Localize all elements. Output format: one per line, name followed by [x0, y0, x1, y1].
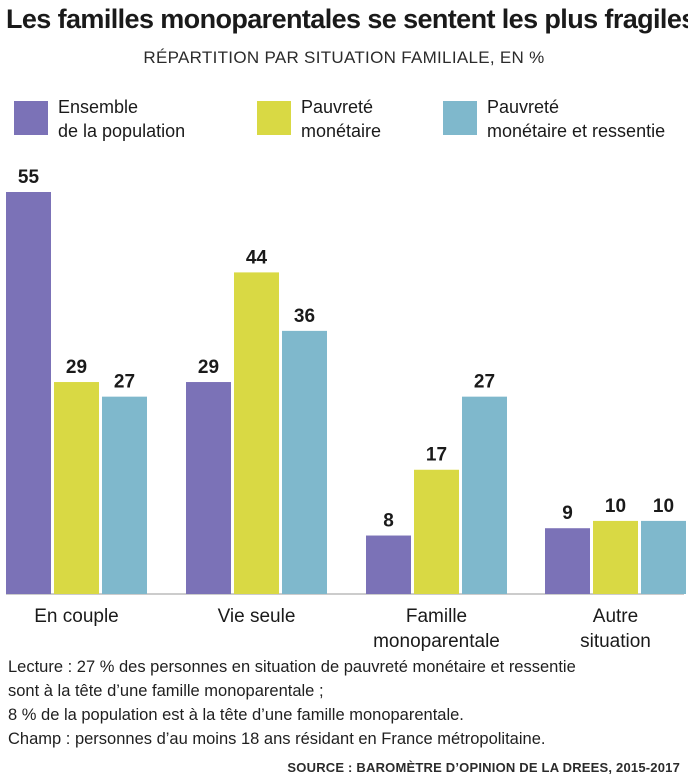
footnote-line: Champ : personnes d’au moins 18 ans rési… — [8, 730, 546, 748]
category-label: Autre — [593, 606, 638, 627]
category-label: monoparentale — [373, 631, 500, 652]
data-label: 29 — [198, 357, 219, 378]
bar — [545, 528, 590, 594]
data-label: 8 — [383, 511, 394, 532]
category-label: Vie seule — [218, 606, 296, 627]
data-label: 27 — [474, 372, 495, 393]
bar — [6, 192, 51, 594]
data-label: 17 — [426, 445, 447, 466]
bar — [593, 520, 638, 594]
bar — [54, 382, 99, 594]
legend-swatch-pauvrete-monetaire — [257, 101, 291, 135]
legend-label-pauvrete-monetaire: Pauvreté monétaire — [301, 97, 382, 141]
bar — [102, 396, 147, 594]
chart-subtitle: RÉPARTITION PAR SITUATION FAMILIALE, EN … — [143, 48, 545, 67]
footnote: Lecture : 27 % des personnes en situatio… — [8, 655, 683, 751]
footnote-line: 8 % de la population est à la tête d’une… — [8, 706, 464, 724]
legend-label-ensemble: Ensemble de la population — [58, 97, 186, 141]
legend-label-pauvrete-ressentie: Pauvreté monétaire et ressentie — [487, 97, 666, 141]
legend-swatch-ensemble — [14, 101, 48, 135]
bar-chart: 55 29 27 En couple 29 44 36 Vie seule 8 17 27 Famil… — [6, 167, 686, 652]
data-label: 9 — [562, 503, 573, 524]
bar — [234, 272, 279, 594]
bar — [462, 396, 507, 594]
category-label: situation — [580, 631, 651, 652]
chart-title: Les familles monoparentales se sentent l… — [6, 4, 688, 34]
category-label: Famille — [406, 606, 467, 627]
data-label: 27 — [114, 372, 135, 393]
bar — [641, 520, 686, 594]
category-label: En couple — [34, 606, 119, 627]
data-label: 10 — [653, 496, 674, 517]
data-label: 36 — [294, 306, 315, 327]
bar — [282, 330, 327, 594]
bar — [414, 469, 459, 594]
data-label: 10 — [605, 496, 626, 517]
data-label: 44 — [246, 247, 268, 268]
bar — [186, 382, 231, 594]
footnote-line: Lecture : 27 % des personnes en situatio… — [8, 658, 576, 676]
bar — [366, 535, 411, 594]
data-label: 29 — [66, 357, 87, 378]
source-note: SOURCE : BAROMÈTRE D’OPINION DE LA DREES… — [287, 760, 680, 775]
data-label: 55 — [18, 167, 40, 188]
legend-swatch-pauvrete-ressentie — [443, 101, 477, 135]
footnote-line: sont à la tête d’une famille monoparenta… — [8, 682, 324, 700]
